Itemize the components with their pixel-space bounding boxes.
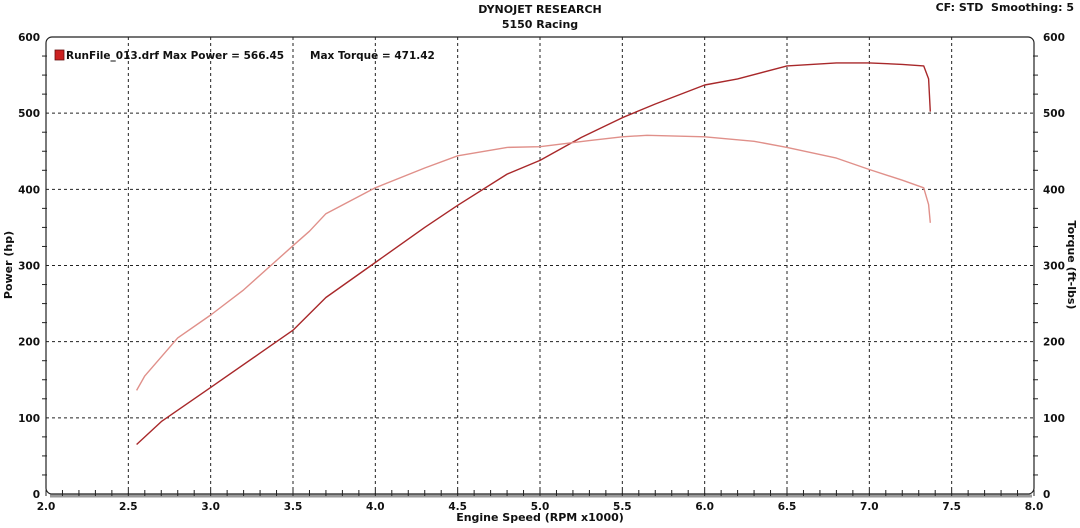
y2-tick-label: 600 (1043, 32, 1065, 44)
x-tick-label: 3.0 (201, 501, 220, 513)
legend-swatch-icon (54, 49, 65, 61)
x-tick-label: 6.0 (695, 501, 714, 513)
grid (46, 37, 1034, 494)
series-torque-line (135, 134, 931, 391)
y2-tick-label: 300 (1043, 261, 1065, 273)
y2-tick-label: 100 (1043, 413, 1065, 425)
y2-axis-label: Torque (ft-lbs) (1065, 221, 1078, 310)
y2-tick-label: 200 (1043, 337, 1065, 349)
y-tick-label: 600 (18, 32, 40, 44)
legend-text: RunFile_013.drf Max Power = 566.45 (66, 50, 284, 62)
x-tick-label: 5.0 (531, 501, 550, 513)
y-axis-label: Power (hp) (2, 231, 15, 299)
y-tick-label: 200 (18, 337, 40, 349)
x-tick-label: 5.5 (613, 501, 632, 513)
tick-labels: 2.0 2.5 3.0 3.5 4.0 4.5 5.0 5.5 6.0 6.5 7.0 7.5 8.00… (18, 32, 1065, 513)
x-tick-label: 3.5 (284, 501, 303, 513)
y2-tick-label: 0 (1043, 489, 1050, 501)
x-tick-label: 2.5 (119, 501, 138, 513)
x-tick-label: 4.0 (366, 501, 385, 513)
x-tick-label: 6.5 (778, 501, 797, 513)
y2-tick-label: 400 (1043, 184, 1065, 196)
axis-ticks (42, 55, 1038, 496)
y-tick-label: 300 (18, 261, 40, 273)
chart-title: DYNOJET RESEARCH (478, 3, 601, 16)
series-lines (135, 62, 931, 446)
settings-text: CF: STD Smoothing: 5 (936, 1, 1074, 14)
x-tick-label: 2.0 (37, 501, 56, 513)
x-axis-label: Engine Speed (RPM x1000) (456, 511, 624, 524)
y-tick-label: 500 (18, 108, 40, 120)
chart-subtitle: 5150 Racing (502, 18, 578, 31)
x-tick-label: 4.5 (448, 501, 467, 513)
x-tick-label: 7.0 (860, 501, 879, 513)
series-power-line (136, 62, 931, 446)
y2-tick-label: 500 (1043, 108, 1065, 120)
y-tick-label: 100 (18, 413, 40, 425)
x-tick-label: 8.0 (1025, 501, 1044, 513)
x-tick-label: 7.5 (942, 501, 961, 513)
y-tick-label: 400 (18, 184, 40, 196)
legend-torque-text: Max Torque = 471.42 (310, 50, 435, 62)
y-tick-label: 0 (33, 489, 40, 501)
